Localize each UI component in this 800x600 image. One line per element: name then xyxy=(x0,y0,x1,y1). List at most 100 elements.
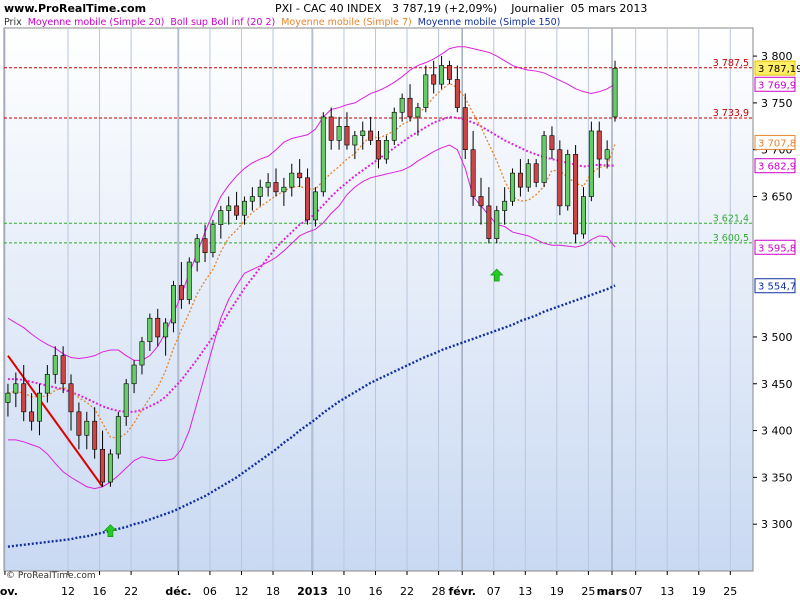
candle-body xyxy=(352,135,358,146)
x-tick-label: 13 xyxy=(660,585,674,598)
y-tick-label: 3 500 xyxy=(761,331,793,344)
candle-body xyxy=(415,107,421,118)
x-tick-label: 16 xyxy=(93,585,107,598)
candle-body xyxy=(312,191,318,221)
candle-body xyxy=(242,200,247,216)
candle-body xyxy=(249,196,255,202)
candle-body xyxy=(202,238,208,253)
candle-body xyxy=(265,182,271,188)
candle-body xyxy=(92,420,98,450)
value-tag-label: 3 787,19 xyxy=(758,64,800,75)
y-tick-label: 3 350 xyxy=(761,471,793,484)
candle-body xyxy=(439,65,445,85)
candle-body xyxy=(163,322,169,338)
value-tag-box xyxy=(754,76,796,92)
candle-body xyxy=(76,411,82,436)
candle-body xyxy=(502,200,508,211)
chart-header: www.ProRealTime.com PXI - CAC 40 INDEX 3… xyxy=(0,0,800,16)
candle-body xyxy=(383,140,389,160)
candle-body xyxy=(60,355,66,385)
site-name[interactable]: www.ProRealTime.com xyxy=(4,2,147,15)
candle-body xyxy=(612,67,618,118)
horizontal-level-label: 3 733,9 xyxy=(713,108,749,119)
x-tick-label: févr. xyxy=(448,585,475,598)
value-tag-label: 3 769,9 xyxy=(758,80,796,91)
y-tick-label: 3 400 xyxy=(761,425,793,438)
buy-signal-arrow-icon xyxy=(103,524,118,537)
x-tick-label: 2013 xyxy=(297,585,328,598)
candle-body xyxy=(131,364,137,385)
candle-body xyxy=(37,392,42,422)
value-tag-box xyxy=(754,60,796,76)
candle-body xyxy=(218,210,224,225)
y-tick-label: 3 300 xyxy=(761,518,793,531)
candle-body xyxy=(431,74,437,85)
candle-body xyxy=(533,163,539,183)
candle-body xyxy=(486,205,492,239)
value-tag-label: 3 554,7 xyxy=(758,282,796,293)
legend-item: Moyenne mobile (Simple 20) xyxy=(27,17,165,28)
candle-body xyxy=(5,392,11,403)
value-tag-box xyxy=(754,278,796,294)
x-tick-label: 12 xyxy=(61,585,75,598)
candle-body xyxy=(462,107,468,151)
candle-body xyxy=(588,130,594,197)
candle-body xyxy=(541,135,547,183)
x-tick-label: 07 xyxy=(629,585,643,598)
x-tick-label: nov. xyxy=(0,585,18,598)
horizontal-level-label: 3 787,5 xyxy=(713,58,749,69)
candle-body xyxy=(171,285,176,324)
candle-body xyxy=(604,149,610,160)
x-tick-label: 10 xyxy=(337,585,351,598)
candle-body xyxy=(115,416,121,455)
bollinger-upper-line xyxy=(7,46,616,361)
candle-body xyxy=(186,261,192,300)
candle-body xyxy=(596,130,602,160)
candle-body xyxy=(565,154,571,207)
candle-body xyxy=(44,374,50,394)
value-tag-label: 3 595,8 xyxy=(758,243,796,254)
chart-title: PXI - CAC 40 INDEX 3 787,19 (+2,09%) Jou… xyxy=(275,2,647,15)
x-tick-label: mars xyxy=(597,585,628,598)
candle-body xyxy=(494,210,500,239)
buy-signal-arrow-icon xyxy=(490,268,504,282)
candle-body xyxy=(581,196,586,235)
candle-body xyxy=(226,205,232,211)
candle-body xyxy=(84,420,90,436)
y-tick-label: 3 650 xyxy=(761,191,793,204)
candle-body xyxy=(336,126,342,141)
x-tick-label: 19 xyxy=(550,585,564,598)
period-label: Journalier xyxy=(511,2,564,15)
x-tick-label: 18 xyxy=(266,585,280,598)
candle-body xyxy=(273,182,279,193)
candle-body xyxy=(52,355,58,375)
candle-body xyxy=(234,205,240,216)
legend-item: Boll sup Boll inf (20 2) xyxy=(170,17,276,28)
x-tick-label: 07 xyxy=(487,585,501,598)
candle-body xyxy=(155,317,161,338)
candle-body xyxy=(139,341,145,366)
candle-body xyxy=(557,149,563,207)
candle-body xyxy=(423,74,429,108)
indicator-legend: Prix Moyenne mobile (Simple 20) Boll sup B… xyxy=(4,17,566,28)
copyright-label: © ProRealTime.com xyxy=(6,571,96,581)
y-tick-label: 3 800 xyxy=(761,50,793,63)
candle-body xyxy=(399,97,405,113)
x-tick-label: 22 xyxy=(400,585,414,598)
candle-body xyxy=(210,224,216,253)
candle-body xyxy=(328,116,334,141)
value-tag-box xyxy=(754,158,796,174)
candle-body xyxy=(123,383,129,417)
plot-area xyxy=(3,27,754,572)
candle-body xyxy=(549,135,555,151)
candle-body xyxy=(517,172,523,188)
x-tick-label: 28 xyxy=(432,585,446,598)
value-tag-box xyxy=(754,134,796,150)
x-tick-label: 13 xyxy=(518,585,532,598)
candle-body xyxy=(21,383,27,413)
legend-item: Moyenne mobile (Simple 150) xyxy=(417,17,561,28)
candle-body xyxy=(68,383,74,413)
horizontal-level-label: 3 621,4 xyxy=(713,213,749,224)
x-tick-label: 16 xyxy=(369,585,383,598)
